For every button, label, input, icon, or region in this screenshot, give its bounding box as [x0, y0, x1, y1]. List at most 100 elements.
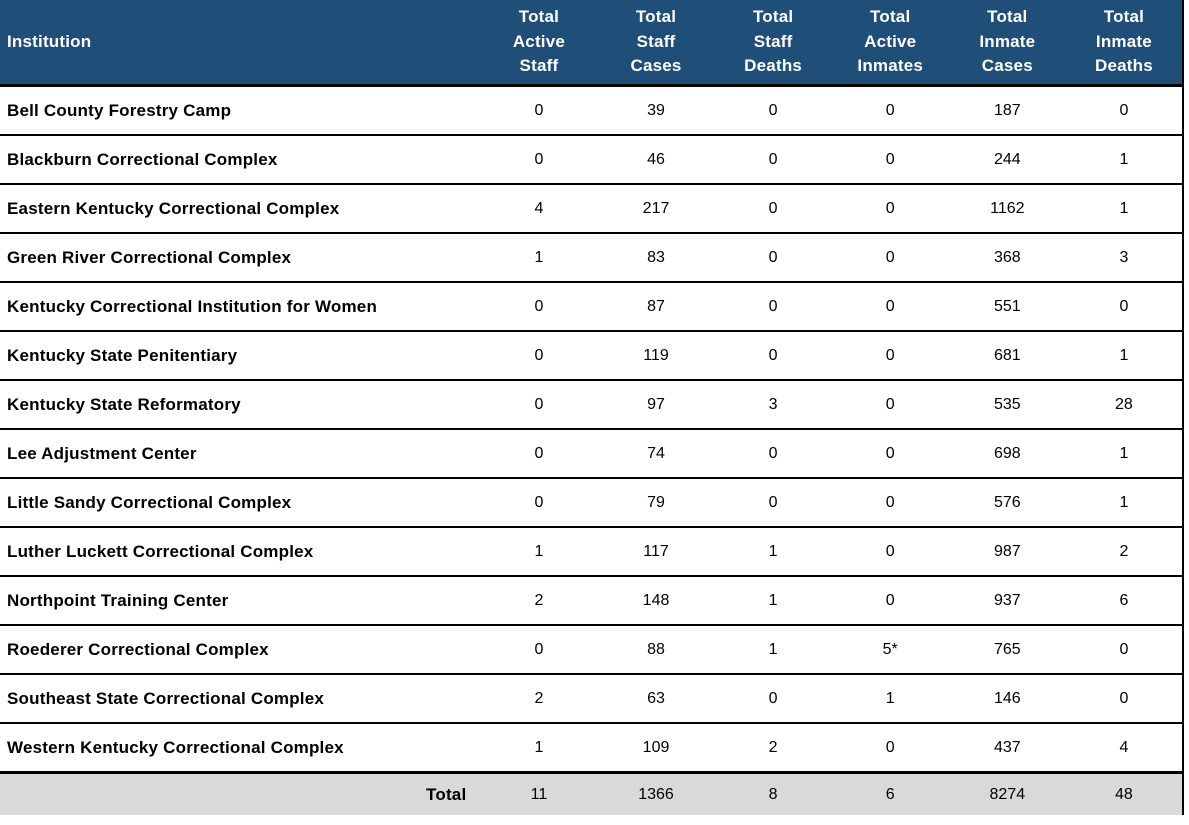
- column-header-total-active-inmates: Total Active Inmates: [831, 0, 949, 87]
- value-cell: 63: [597, 673, 715, 723]
- institution-cell: Roederer Correctional Complex: [0, 624, 481, 674]
- total-value-staff-cases: 1366: [597, 771, 715, 815]
- value-cell: 1: [1065, 134, 1183, 184]
- table-row: Green River Correctional Complex 1 83 0 0 368…: [0, 232, 1183, 282]
- value-cell: 148: [597, 575, 715, 625]
- value-cell: 2: [480, 575, 598, 625]
- value-cell: 0: [714, 330, 832, 380]
- value-cell: 551: [948, 281, 1066, 331]
- value-cell: 0: [831, 330, 949, 380]
- institution-cell: Southeast State Correctional Complex: [0, 673, 481, 723]
- column-header-total-staff-deaths: Total Staff Deaths: [714, 0, 832, 87]
- value-cell: 3: [714, 379, 832, 429]
- institution-cell: Kentucky State Reformatory: [0, 379, 481, 429]
- value-cell: 28: [1065, 379, 1183, 429]
- value-cell: 576: [948, 477, 1066, 527]
- table-row: Bell County Forestry Camp 0 39 0 0 187 0: [0, 86, 1183, 136]
- value-cell: 0: [480, 477, 598, 527]
- value-cell: 88: [597, 624, 715, 674]
- institution-cell: Luther Luckett Correctional Complex: [0, 526, 481, 576]
- table-row: Eastern Kentucky Correctional Complex 4 21…: [0, 183, 1183, 233]
- value-cell: 0: [714, 281, 832, 331]
- value-cell: 4: [480, 183, 598, 233]
- table-row: Kentucky State Reformatory 0 97 3 0 535 28: [0, 379, 1183, 429]
- total-value-active-staff: 11: [480, 771, 598, 815]
- value-cell: 0: [831, 379, 949, 429]
- value-cell: 1: [1065, 183, 1183, 233]
- value-cell: 0: [714, 428, 832, 478]
- value-cell: 117: [597, 526, 715, 576]
- institution-cell: Eastern Kentucky Correctional Complex: [0, 183, 481, 233]
- total-value-inmate-deaths: 48: [1065, 771, 1183, 815]
- value-cell: 217: [597, 183, 715, 233]
- value-cell: 1: [480, 232, 598, 282]
- value-cell: 87: [597, 281, 715, 331]
- value-cell: 987: [948, 526, 1066, 576]
- value-cell: 1: [714, 526, 832, 576]
- value-cell: 0: [885, 101, 895, 119]
- value-cell: 1: [1065, 428, 1183, 478]
- value-cell: 4: [1065, 722, 1183, 773]
- value-cell: 3: [1065, 232, 1183, 282]
- value-cell: 109: [597, 722, 715, 773]
- value-cell: 535: [948, 379, 1066, 429]
- table-footer: Total 11 1366 8 6 8274 48: [0, 771, 1183, 815]
- value-cell: 0: [480, 281, 598, 331]
- value-cell: 0: [714, 477, 832, 527]
- value-cell: 0: [831, 477, 949, 527]
- value-cell: 437: [948, 722, 1066, 773]
- value-cell: 0: [480, 379, 598, 429]
- total-label: Total: [0, 771, 481, 815]
- total-row: Total 11 1366 8 6 8274 48: [0, 771, 1183, 815]
- institution-cell: Lee Adjustment Center: [0, 428, 481, 478]
- value-cell: 0: [714, 673, 832, 723]
- value-cell: 0: [714, 183, 832, 233]
- value-cell: 0: [480, 134, 598, 184]
- institution-cell: Blackburn Correctional Complex: [0, 134, 481, 184]
- value-cell: 6: [1065, 575, 1183, 625]
- table-row: Blackburn Correctional Complex 0 46 0 0 244 1: [0, 134, 1183, 184]
- header-row: Institution Total Active Staff Total Sta…: [0, 0, 1183, 87]
- total-value-staff-deaths: 8: [714, 771, 832, 815]
- value-cell: 0: [1119, 101, 1129, 119]
- value-cell: 244: [948, 134, 1066, 184]
- value-cell: 0: [831, 722, 949, 773]
- value-cell: 1: [480, 526, 598, 576]
- institution-cell: Bell County Forestry Camp: [7, 100, 232, 120]
- value-cell: 0: [1065, 624, 1183, 674]
- column-header-total-staff-cases: Total Staff Cases: [597, 0, 715, 87]
- value-cell: 97: [597, 379, 715, 429]
- value-cell: 0: [831, 428, 949, 478]
- value-cell: 1: [1065, 330, 1183, 380]
- institution-cell: Little Sandy Correctional Complex: [0, 477, 481, 527]
- value-cell: 0: [714, 134, 832, 184]
- column-header-total-active-staff: Total Active Staff: [480, 0, 598, 87]
- value-cell: 765: [948, 624, 1066, 674]
- value-cell: 937: [948, 575, 1066, 625]
- table-header: Institution Total Active Staff Total Sta…: [0, 0, 1183, 87]
- table-row: Kentucky Correctional Institution for Wo…: [0, 281, 1183, 331]
- table-row: Western Kentucky Correctional Complex 1 10…: [0, 722, 1183, 773]
- value-cell: 0: [831, 526, 949, 576]
- value-cell: 46: [597, 134, 715, 184]
- value-cell: 0: [534, 101, 544, 119]
- value-cell: 0: [831, 134, 949, 184]
- value-cell: 368: [948, 232, 1066, 282]
- total-value-active-inmates: 6: [831, 771, 949, 815]
- value-cell: 2: [714, 722, 832, 773]
- value-cell: 0: [1065, 281, 1183, 331]
- table-row: Northpoint Training Center 2 148 1 0 937 6: [0, 575, 1183, 625]
- table-row: Kentucky State Penitentiary 0 119 0 0 681 1: [0, 330, 1183, 380]
- institution-cell: Kentucky Correctional Institution for Wo…: [0, 281, 481, 331]
- value-cell: 0: [480, 428, 598, 478]
- value-cell: 1162: [948, 183, 1066, 233]
- value-cell: 83: [597, 232, 715, 282]
- value-cell: 1: [714, 575, 832, 625]
- institution-cell: Northpoint Training Center: [0, 575, 481, 625]
- table-row: Lee Adjustment Center 0 74 0 0 698 1: [0, 428, 1183, 478]
- value-cell: 0: [480, 330, 598, 380]
- value-cell: 1: [480, 722, 598, 773]
- value-cell: 0: [831, 575, 949, 625]
- table-row: Luther Luckett Correctional Complex 1 117 1…: [0, 526, 1183, 576]
